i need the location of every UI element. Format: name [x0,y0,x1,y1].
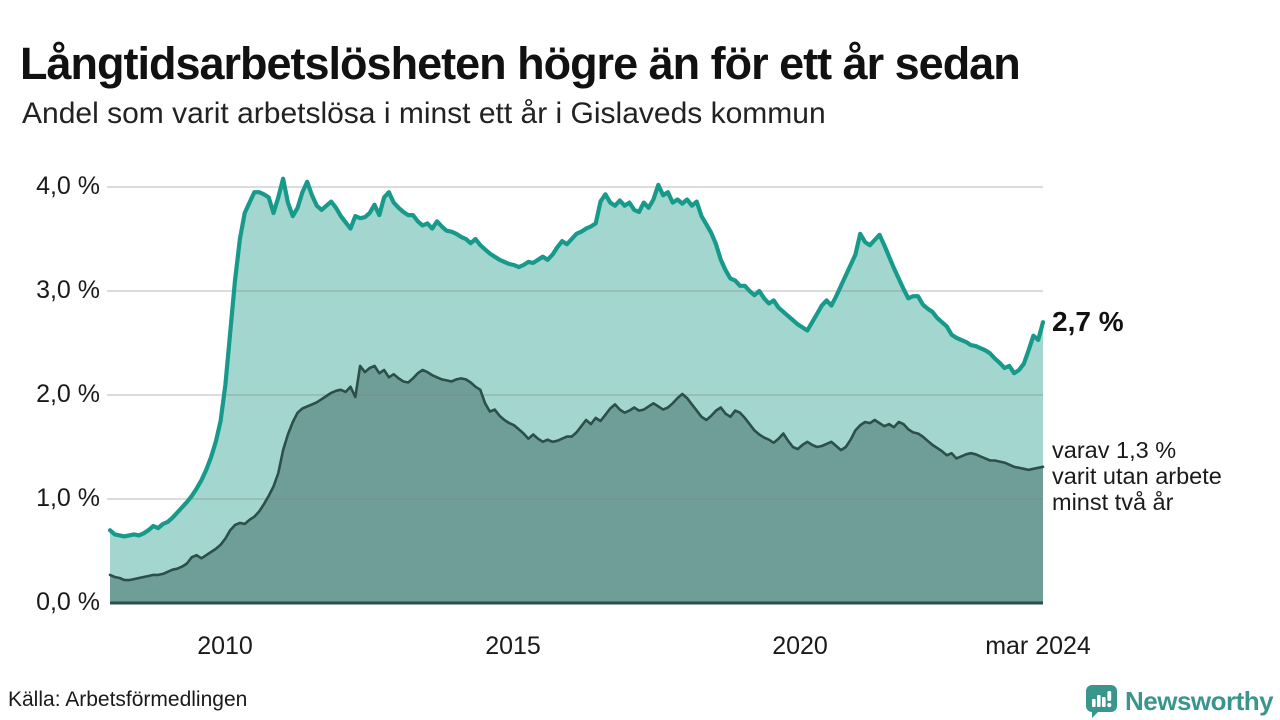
x-tick-label-2015: 2015 [485,632,541,660]
secondary-annotation-line2: varit utan arbete [1052,463,1222,489]
line-unemployed-1yr [107,176,1046,539]
page-title: Långtidsarbetslösheten högre än för ett … [20,38,1021,90]
secondary-annotation-line1: varav 1,3 % [1052,437,1177,463]
x-tick-label-2020: 2020 [772,632,828,660]
brand-name: Newsworthy [1125,685,1274,716]
source-credit: Källa: Arbetsförmedlingen [8,688,248,711]
y-tick-label-2: 2,0 % [36,380,100,408]
secondary-annotation-line3: minst två år [1052,489,1174,515]
secondary-annotation: varav 1,3 % varit utan arbete minst två … [1052,437,1222,515]
y-tick-label-3: 3,0 % [36,276,100,304]
y-tick-label-1: 1,0 % [36,484,100,512]
gridlines [107,186,1043,500]
y-tick-label-0: 0,0 % [36,588,100,616]
y-tick-label-4: 4,0 % [36,172,100,200]
line-unemployed-2yr [108,364,1045,582]
newsworthy-logo-icon [1086,685,1117,718]
end-value-annotation: 2,7 % [1052,306,1124,337]
brand-logo: Newsworthy [1085,684,1274,718]
x-tick-label-mar-2024: mar 2024 [985,632,1091,660]
chart-subtitle: Andel som varit arbetslösa i minst ett å… [22,97,826,130]
x-tick-label-2010: 2010 [197,632,253,660]
area-fill-unemployed-2yr [110,365,1043,603]
